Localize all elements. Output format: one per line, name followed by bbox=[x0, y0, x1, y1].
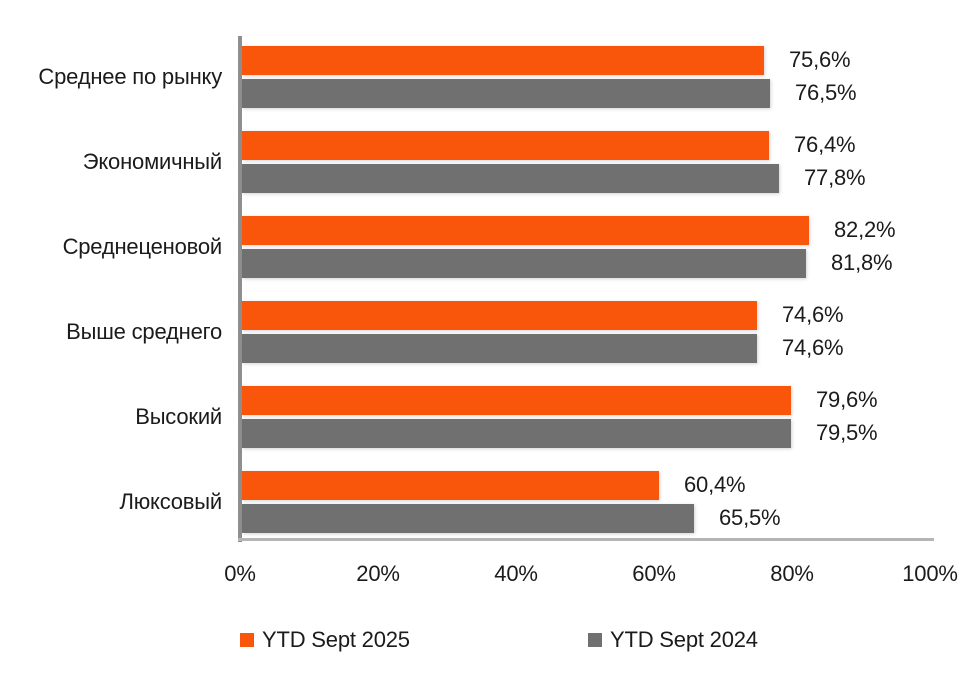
bar-ytd-2025 bbox=[242, 471, 659, 500]
bar-ytd-2025 bbox=[242, 216, 809, 245]
bar-ytd-2025 bbox=[242, 301, 757, 330]
x-axis-tick-label: 100% bbox=[902, 561, 958, 586]
value-label: 76,4% bbox=[794, 132, 856, 157]
bar-ytd-2024 bbox=[242, 504, 694, 533]
value-label: 82,2% bbox=[834, 217, 896, 242]
category-label: Высокий bbox=[135, 404, 222, 429]
category-label: Люксовый bbox=[119, 489, 223, 514]
legend-item-ytd-2024: YTD Sept 2024 bbox=[588, 627, 758, 653]
category-label: Среднеценовой bbox=[62, 234, 223, 259]
x-axis-line bbox=[238, 538, 934, 541]
value-label: 74,6% bbox=[782, 302, 844, 327]
x-axis-tick-label: 60% bbox=[632, 561, 676, 586]
legend-label-ytd-2025: YTD Sept 2025 bbox=[262, 627, 410, 652]
value-label: 75,6% bbox=[789, 47, 851, 72]
category-label: Экономичный bbox=[82, 149, 222, 174]
bar-ytd-2025 bbox=[242, 46, 764, 75]
bar-ytd-2024 bbox=[242, 164, 779, 193]
bar-ytd-2024 bbox=[242, 334, 757, 363]
legend-swatch-ytd-2025 bbox=[240, 633, 254, 647]
bar-ytd-2024 bbox=[242, 419, 791, 448]
bar-ytd-2025 bbox=[242, 386, 791, 415]
legend-label-ytd-2024: YTD Sept 2024 bbox=[610, 627, 758, 652]
x-axis-tick-label: 0% bbox=[224, 561, 256, 586]
bar-ytd-2025 bbox=[242, 131, 769, 160]
x-axis-tick-label: 40% bbox=[494, 561, 538, 586]
x-axis-tick-label: 20% bbox=[356, 561, 400, 586]
value-label: 79,5% bbox=[816, 420, 878, 445]
value-label: 76,5% bbox=[795, 80, 857, 105]
x-axis-tick-label: 80% bbox=[770, 561, 814, 586]
value-label: 74,6% bbox=[782, 335, 844, 360]
value-label: 81,8% bbox=[831, 250, 893, 275]
legend-swatch-ytd-2024 bbox=[588, 633, 602, 647]
legend-item-ytd-2025: YTD Sept 2025 bbox=[240, 627, 410, 653]
bar-ytd-2024 bbox=[242, 79, 770, 108]
value-label: 79,6% bbox=[816, 387, 878, 412]
value-label: 77,8% bbox=[804, 165, 866, 190]
category-label: Среднее по рынку bbox=[38, 64, 222, 89]
bar-ytd-2024 bbox=[242, 249, 806, 278]
value-label: 60,4% bbox=[684, 472, 746, 497]
category-label: Выше среднего bbox=[66, 319, 222, 344]
value-label: 65,5% bbox=[719, 505, 781, 530]
y-axis-line bbox=[238, 36, 242, 542]
